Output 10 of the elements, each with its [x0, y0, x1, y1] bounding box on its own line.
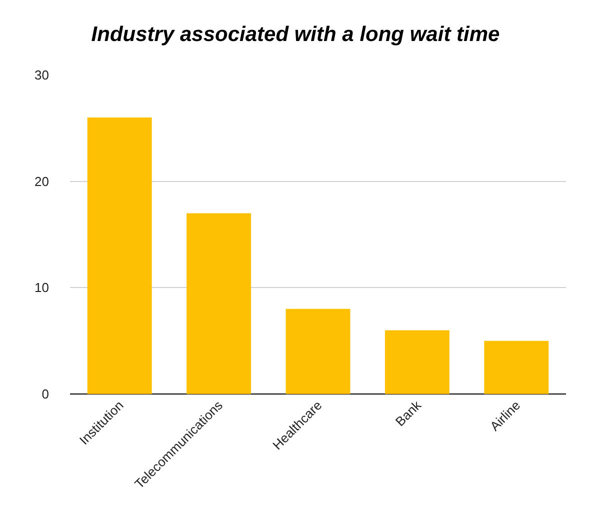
y-tick-label: 20	[34, 174, 49, 189]
y-tick-label: 30	[34, 68, 49, 83]
bar	[484, 340, 549, 394]
y-tick-label: 0	[42, 386, 49, 402]
y-tick-label: 10	[34, 280, 49, 296]
bar	[87, 118, 152, 394]
bar	[186, 213, 252, 394]
chart-title: Industry associated with a long wait time	[91, 23, 500, 46]
bar	[384, 330, 450, 394]
bar	[286, 308, 350, 394]
